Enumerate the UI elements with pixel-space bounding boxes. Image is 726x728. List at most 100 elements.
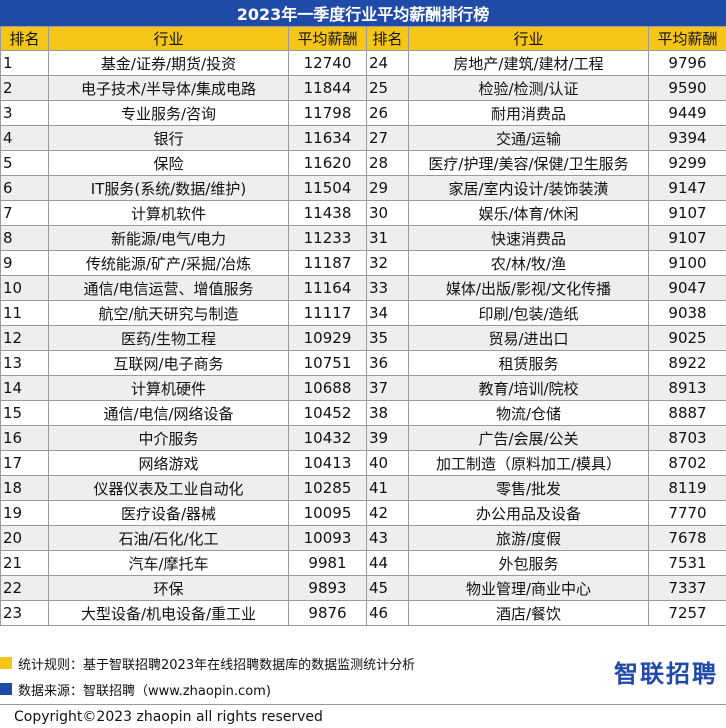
- industry-cell: 酒店/餐饮: [408, 600, 649, 626]
- rank-cell: 22: [0, 575, 49, 601]
- salary-cell: 7770: [648, 500, 726, 526]
- industry-cell: 物流/仓储: [408, 400, 649, 426]
- rank-cell: 41: [366, 475, 409, 501]
- table-row: 16 中介服务 10432 39 广告/会展/公关 8703: [0, 425, 726, 451]
- industry-cell: 外包服务: [408, 550, 649, 576]
- salary-cell: 8119: [648, 475, 726, 501]
- table-row: 10 通信/电信运营、增值服务 11164 33 媒体/出版/影视/文化传播 9047: [0, 275, 726, 301]
- copyright-text: Copyright©2023 zhaopin all rights reserv…: [0, 704, 726, 728]
- rank-cell: 19: [0, 500, 49, 526]
- rank-cell: 33: [366, 275, 409, 301]
- industry-cell: 大型设备/机电设备/重工业: [48, 600, 289, 626]
- table-row: 15 通信/电信/网络设备 10452 38 物流/仓储 8887: [0, 400, 726, 426]
- header-rank-right: 排名: [366, 26, 409, 51]
- salary-cell: 8922: [648, 350, 726, 376]
- header-industry-right: 行业: [408, 26, 649, 51]
- salary-cell: 11620: [288, 150, 367, 176]
- salary-cell: 11164: [288, 275, 367, 301]
- rank-cell: 7: [0, 200, 49, 226]
- salary-cell: 10095: [288, 500, 367, 526]
- industry-cell: 中介服务: [48, 425, 289, 451]
- table-row: 8 新能源/电气/电力 11233 31 快速消费品 9107: [0, 225, 726, 251]
- salary-cell: 9394: [648, 125, 726, 151]
- table-row: 11 航空/航天研究与制造 11117 34 印刷/包装/造纸 9038: [0, 300, 726, 326]
- rank-cell: 23: [0, 600, 49, 626]
- industry-cell: 仪器仪表及工业自动化: [48, 475, 289, 501]
- rank-cell: 26: [366, 100, 409, 126]
- industry-cell: 教育/培训/院校: [408, 375, 649, 401]
- industry-cell: 通信/电信运营、增值服务: [48, 275, 289, 301]
- salary-cell: 10432: [288, 425, 367, 451]
- rank-cell: 13: [0, 350, 49, 376]
- industry-cell: 网络游戏: [48, 450, 289, 476]
- rank-cell: 9: [0, 250, 49, 276]
- blue-square-icon: [0, 683, 12, 695]
- salary-cell: 8913: [648, 375, 726, 401]
- rank-cell: 39: [366, 425, 409, 451]
- rank-cell: 28: [366, 150, 409, 176]
- rank-cell: 11: [0, 300, 49, 326]
- industry-cell: 印刷/包装/造纸: [408, 300, 649, 326]
- rank-cell: 29: [366, 175, 409, 201]
- salary-cell: 10285: [288, 475, 367, 501]
- salary-cell: 9796: [648, 50, 726, 76]
- industry-cell: 广告/会展/公关: [408, 425, 649, 451]
- data-source-note: 数据来源：智联招聘（www.zhaopin.com): [0, 678, 271, 700]
- salary-ranking-table: 排名 行业 平均薪酬 排名 行业 平均薪酬 1 基金/证券/期货/投资 12740 2…: [0, 26, 726, 626]
- rank-cell: 21: [0, 550, 49, 576]
- rank-cell: 8: [0, 225, 49, 251]
- rank-cell: 17: [0, 450, 49, 476]
- salary-cell: 11634: [288, 125, 367, 151]
- rank-cell: 2: [0, 75, 49, 101]
- table-row: 9 传统能源/矿产/采掘/冶炼 11187 32 农/林/牧/渔 9100: [0, 250, 726, 276]
- table-header-row: 排名 行业 平均薪酬 排名 行业 平均薪酬: [0, 26, 726, 51]
- salary-cell: 11844: [288, 75, 367, 101]
- industry-cell: 通信/电信/网络设备: [48, 400, 289, 426]
- rank-cell: 31: [366, 225, 409, 251]
- industry-cell: 耐用消费品: [408, 100, 649, 126]
- rank-cell: 27: [366, 125, 409, 151]
- table-body: 1 基金/证券/期货/投资 12740 24 房地产/建筑/建材/工程 9796 2 电子技术…: [0, 50, 726, 626]
- industry-cell: 检验/检测/认证: [408, 75, 649, 101]
- rank-cell: 45: [366, 575, 409, 601]
- industry-cell: 加工制造（原料加工/模具）: [408, 450, 649, 476]
- salary-cell: 8702: [648, 450, 726, 476]
- salary-cell: 9299: [648, 150, 726, 176]
- industry-cell: 银行: [48, 125, 289, 151]
- header-salary-right: 平均薪酬: [648, 26, 726, 51]
- rank-cell: 30: [366, 200, 409, 226]
- rank-cell: 5: [0, 150, 49, 176]
- industry-cell: 医疗/护理/美容/保健/卫生服务: [408, 150, 649, 176]
- industry-cell: 办公用品及设备: [408, 500, 649, 526]
- table-row: 19 医疗设备/器械 10095 42 办公用品及设备 7770: [0, 500, 726, 526]
- table-row: 17 网络游戏 10413 40 加工制造（原料加工/模具） 8702: [0, 450, 726, 476]
- salary-cell: 11438: [288, 200, 367, 226]
- salary-cell: 10093: [288, 525, 367, 551]
- rank-cell: 15: [0, 400, 49, 426]
- page-title: 2023年一季度行业平均薪酬排行榜: [0, 0, 726, 26]
- industry-cell: 医药/生物工程: [48, 325, 289, 351]
- table-row: 22 环保 9893 45 物业管理/商业中心 7337: [0, 575, 726, 601]
- industry-cell: 专业服务/咨询: [48, 100, 289, 126]
- industry-cell: 快速消费品: [408, 225, 649, 251]
- rank-cell: 35: [366, 325, 409, 351]
- salary-cell: 10688: [288, 375, 367, 401]
- industry-cell: 石油/石化/化工: [48, 525, 289, 551]
- industry-cell: 环保: [48, 575, 289, 601]
- rank-cell: 44: [366, 550, 409, 576]
- industry-cell: 租赁服务: [408, 350, 649, 376]
- rank-cell: 12: [0, 325, 49, 351]
- salary-cell: 9590: [648, 75, 726, 101]
- table-row: 2 电子技术/半导体/集成电路 11844 25 检验/检测/认证 9590: [0, 75, 726, 101]
- industry-cell: 医疗设备/器械: [48, 500, 289, 526]
- rank-cell: 38: [366, 400, 409, 426]
- salary-cell: 8703: [648, 425, 726, 451]
- table-row: 21 汽车/摩托车 9981 44 外包服务 7531: [0, 550, 726, 576]
- data-source-text: 数据来源：智联招聘（www.zhaopin.com): [18, 683, 271, 699]
- salary-cell: 10413: [288, 450, 367, 476]
- footer-notes: 统计规则：基于智联招聘2023年在线招聘数据库的数据监测统计分析 数据来源：智联…: [0, 652, 726, 728]
- table-row: 7 计算机软件 11438 30 娱乐/体育/休闲 9107: [0, 200, 726, 226]
- table-row: 13 互联网/电子商务 10751 36 租赁服务 8922: [0, 350, 726, 376]
- industry-cell: 房地产/建筑/建材/工程: [408, 50, 649, 76]
- salary-cell: 10452: [288, 400, 367, 426]
